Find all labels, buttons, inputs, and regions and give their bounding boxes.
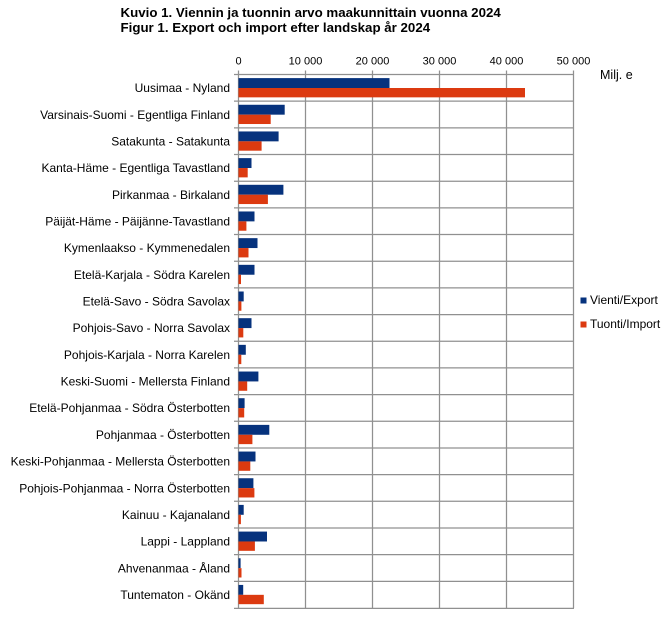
svg-text:50 000: 50 000 bbox=[557, 56, 591, 68]
svg-text:Keski-Pohjanmaa - Mellersta Ös: Keski-Pohjanmaa - Mellersta Österbotten bbox=[11, 455, 230, 469]
svg-text:Tuonti/Import: Tuonti/Import bbox=[590, 317, 661, 331]
svg-text:30 000: 30 000 bbox=[423, 56, 457, 68]
svg-text:Milj. e: Milj. e bbox=[600, 68, 633, 82]
svg-text:Figur 1. Export och import eft: Figur 1. Export och import efter landska… bbox=[121, 20, 431, 35]
svg-text:Keski-Suomi - Mellersta Finlan: Keski-Suomi - Mellersta Finland bbox=[61, 375, 230, 389]
svg-text:Uusimaa - Nyland: Uusimaa - Nyland bbox=[135, 81, 230, 95]
svg-text:Varsinais-Suomi - Egentliga Fi: Varsinais-Suomi - Egentliga Finland bbox=[40, 108, 230, 122]
svg-text:Vienti/Export: Vienti/Export bbox=[590, 293, 658, 307]
svg-text:Pohjanmaa - Österbotten: Pohjanmaa - Österbotten bbox=[96, 428, 230, 442]
svg-text:Etelä-Karjala - Södra Karelen: Etelä-Karjala - Södra Karelen bbox=[74, 268, 230, 282]
svg-text:Kainuu - Kajanaland: Kainuu - Kajanaland bbox=[122, 508, 230, 522]
svg-text:Kymenlaakso - Kymmenedalen: Kymenlaakso - Kymmenedalen bbox=[64, 241, 230, 255]
svg-text:Pirkanmaa - Birkaland: Pirkanmaa - Birkaland bbox=[112, 188, 230, 202]
svg-text:20 000: 20 000 bbox=[356, 56, 390, 68]
svg-text:Kuvio 1. Viennin ja tuonnin ar: Kuvio 1. Viennin ja tuonnin arvo maakunn… bbox=[121, 5, 502, 20]
svg-text:Lappi - Lappland: Lappi - Lappland bbox=[141, 535, 230, 549]
svg-text:Pohjois-Karjala - Norra Karele: Pohjois-Karjala - Norra Karelen bbox=[64, 348, 230, 362]
svg-text:Ahvenanmaa - Åland: Ahvenanmaa - Åland bbox=[118, 560, 230, 575]
svg-text:Pohjois-Pohjanmaa - Norra Öste: Pohjois-Pohjanmaa - Norra Österbotten bbox=[19, 481, 230, 495]
svg-text:Etelä-Savo - Södra Savolax: Etelä-Savo - Södra Savolax bbox=[83, 295, 230, 309]
svg-text:Tuntematon - Okänd: Tuntematon - Okänd bbox=[120, 588, 230, 602]
svg-text:Satakunta - Satakunta: Satakunta - Satakunta bbox=[111, 134, 230, 148]
svg-text:10 000: 10 000 bbox=[289, 56, 323, 68]
svg-text:Kanta-Häme - Egentliga Tavastl: Kanta-Häme - Egentliga Tavastland bbox=[41, 161, 230, 175]
svg-text:Etelä-Pohjanmaa - Södra Österb: Etelä-Pohjanmaa - Södra Österbotten bbox=[29, 401, 230, 415]
svg-text:Pohjois-Savo - Norra Savolax: Pohjois-Savo - Norra Savolax bbox=[73, 321, 230, 335]
svg-text:40 000: 40 000 bbox=[490, 56, 524, 68]
svg-text:0: 0 bbox=[235, 56, 241, 68]
svg-text:Päijät-Häme - Päijänne-Tavastl: Päijät-Häme - Päijänne-Tavastland bbox=[45, 215, 230, 229]
